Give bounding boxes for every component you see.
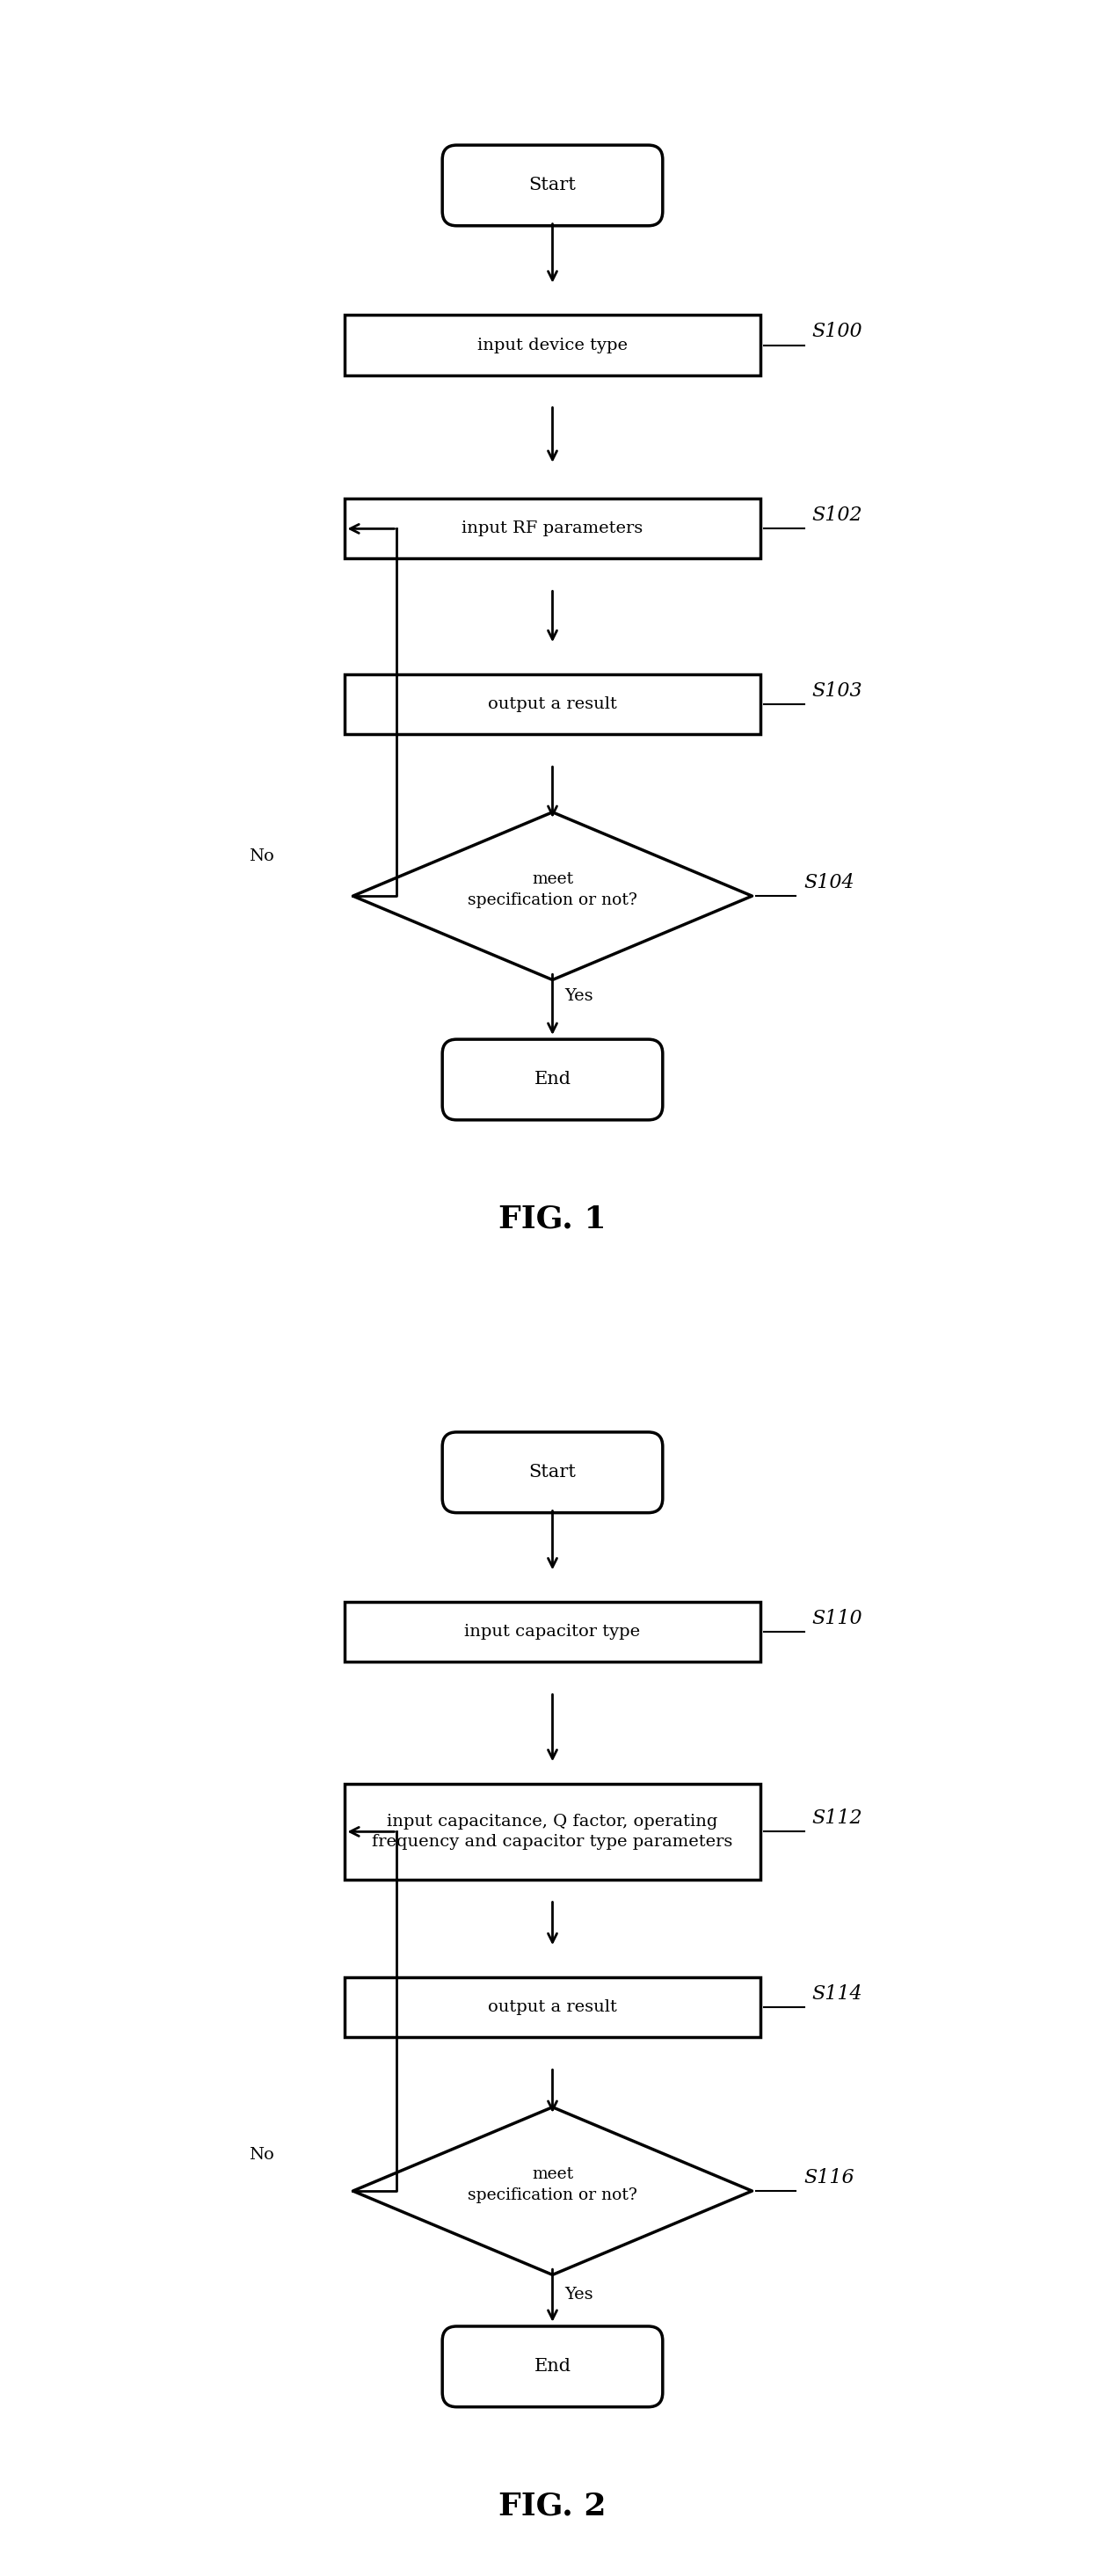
Text: S102: S102 — [812, 505, 863, 526]
Text: No: No — [249, 2148, 274, 2164]
Bar — [345, 1783, 760, 1880]
FancyBboxPatch shape — [442, 144, 663, 227]
Text: input capacitor type: input capacitor type — [464, 1625, 641, 1641]
Text: Yes: Yes — [565, 2287, 593, 2303]
Polygon shape — [352, 2107, 753, 2275]
Text: Yes: Yes — [565, 987, 593, 1005]
Text: input device type: input device type — [477, 337, 628, 353]
Bar — [345, 314, 760, 376]
Text: FIG. 1: FIG. 1 — [498, 1206, 607, 1234]
Text: FIG. 2: FIG. 2 — [498, 2491, 607, 2522]
Bar — [345, 1602, 760, 1662]
FancyBboxPatch shape — [442, 2326, 663, 2406]
Text: output a result: output a result — [488, 1999, 617, 2014]
Text: S100: S100 — [812, 322, 863, 340]
Text: No: No — [249, 848, 274, 863]
Text: meet
specification or not?: meet specification or not? — [467, 2166, 638, 2202]
Bar — [345, 675, 760, 734]
Bar — [345, 1978, 760, 2038]
Text: S116: S116 — [804, 2166, 854, 2187]
Polygon shape — [352, 811, 753, 979]
Text: S114: S114 — [812, 1984, 863, 2004]
Text: meet
specification or not?: meet specification or not? — [467, 871, 638, 907]
Text: S112: S112 — [812, 1808, 863, 1829]
Text: Start: Start — [529, 1463, 576, 1481]
Text: S110: S110 — [812, 1610, 863, 1628]
FancyBboxPatch shape — [442, 1038, 663, 1121]
Text: End: End — [534, 2357, 571, 2375]
Text: input capacitance, Q factor, operating
frequency and capacitor type parameters: input capacitance, Q factor, operating f… — [372, 1814, 733, 1850]
Text: Start: Start — [529, 178, 576, 193]
Bar — [345, 500, 760, 559]
Text: S104: S104 — [804, 873, 854, 891]
Text: input RF parameters: input RF parameters — [462, 520, 643, 536]
Text: S103: S103 — [812, 680, 863, 701]
Text: output a result: output a result — [488, 696, 617, 714]
Text: End: End — [534, 1072, 571, 1087]
FancyBboxPatch shape — [442, 1432, 663, 1512]
